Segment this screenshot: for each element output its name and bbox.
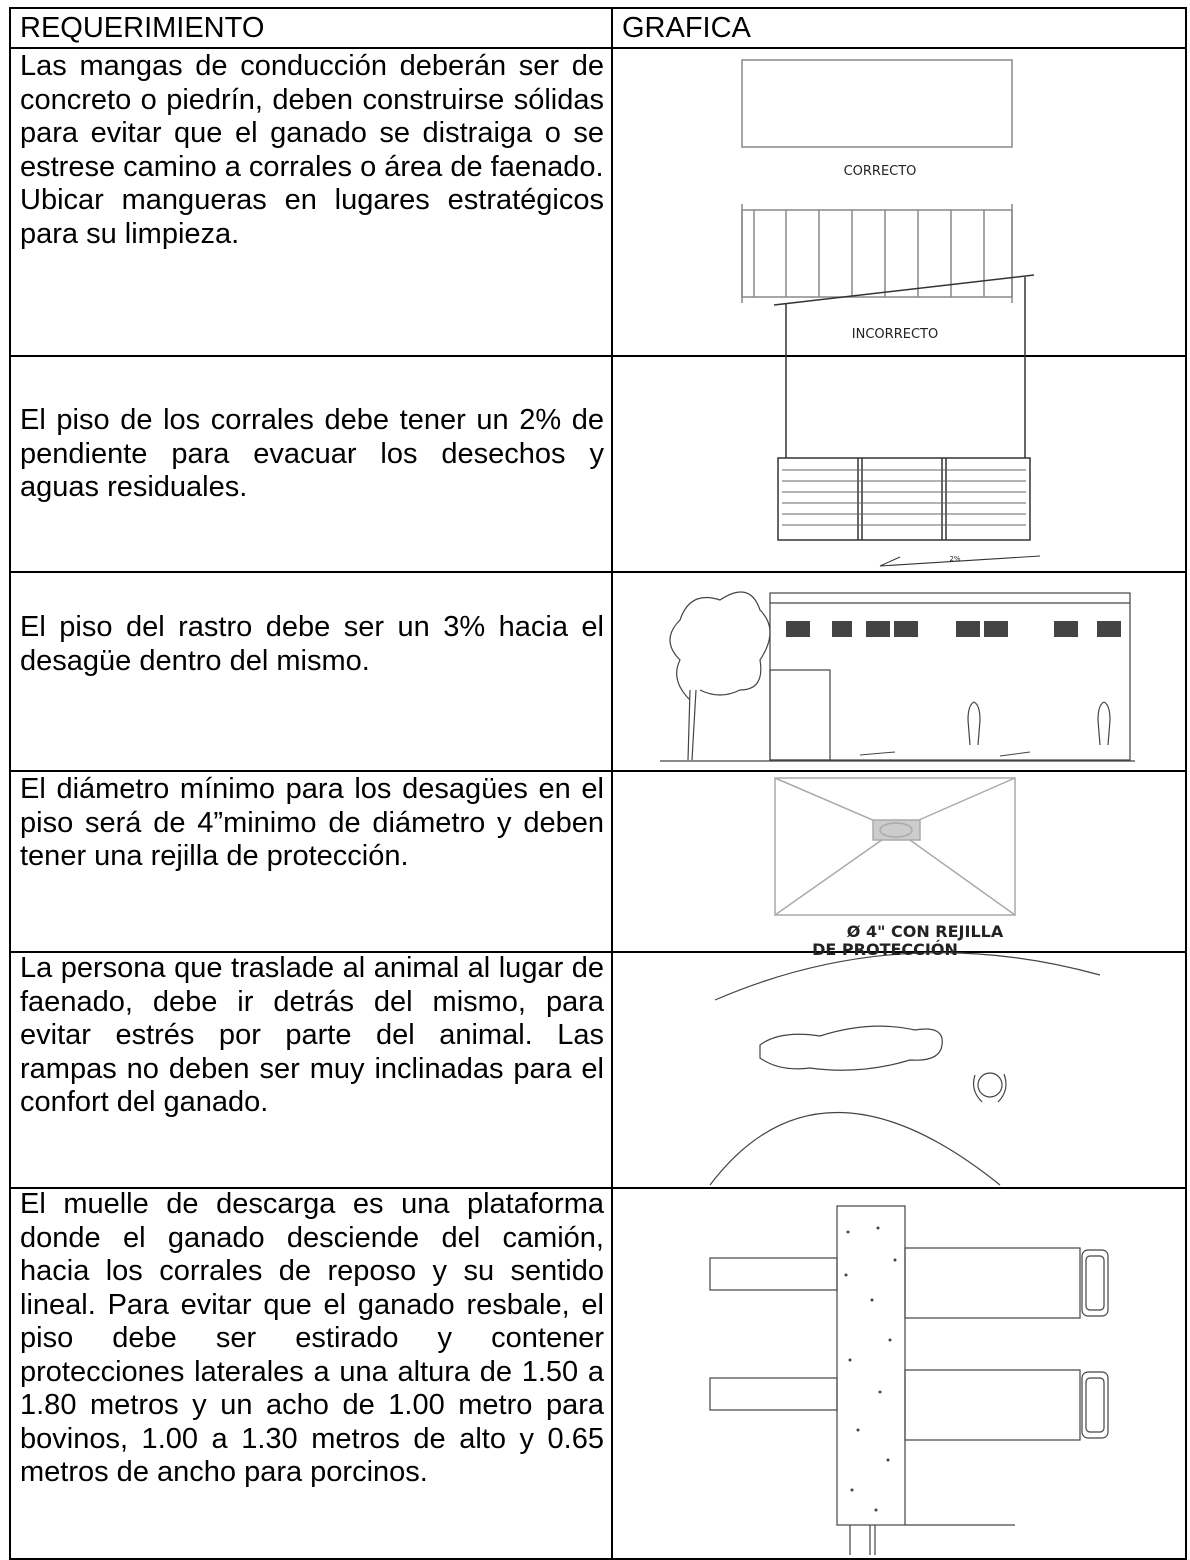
requirement-cell: El muelle de descarga es una plataforma … [20,1188,604,1490]
requirement-text: Ubicar mangueras en lugares estratégicos… [20,184,604,250]
requirement-cell: El piso de los corrales debe tener un 2%… [20,404,604,505]
figure-label: INCORRECTO [852,327,938,342]
figure-labels: CORRECTO INCORRECTO 2% Ø 4" CON REJILLA … [812,164,1004,959]
sleeve-figure [741,59,1013,303]
requirement-text: Las mangas de conducción deberán ser de … [20,50,604,183]
slaughterhouse-figure [660,591,1135,762]
requirement-cell: El diámetro mínimo para los desagües en … [20,773,604,874]
drain-figure [774,777,1016,916]
table-grid [9,7,1187,1560]
column-header: REQUERIMIENTO [20,12,265,44]
figure-label: DE PROTECCIÓN [812,940,958,959]
figure-label: 2% [949,555,960,563]
requirement-text: El muelle de descarga es una plataforma … [20,1188,604,1488]
figure-label: CORRECTO [844,164,917,179]
requirement-cell: La persona que traslade al animal al lug… [20,952,604,1120]
figure-label: Ø 4" CON REJILLA [847,922,1004,941]
requirement-text: La persona que traslade al animal al lug… [20,952,604,1118]
handling-figure [709,952,1101,1186]
column-header: GRAFICA [622,12,751,44]
table-border [9,7,1187,1560]
requirement-text: El piso de los corrales debe tener un 2%… [20,404,604,503]
requirement-text: El diámetro mínimo para los desagües en … [20,773,604,872]
requirement-cell: El piso del rastro debe ser un 3% hacia … [20,611,604,678]
requirement-text: El piso del rastro debe ser un 3% hacia … [20,611,604,677]
requirement-cell: Las mangas de conducción deberán ser de … [20,50,604,251]
unloading-dock-figure [709,1205,1109,1555]
corral-figure [773,274,1041,567]
